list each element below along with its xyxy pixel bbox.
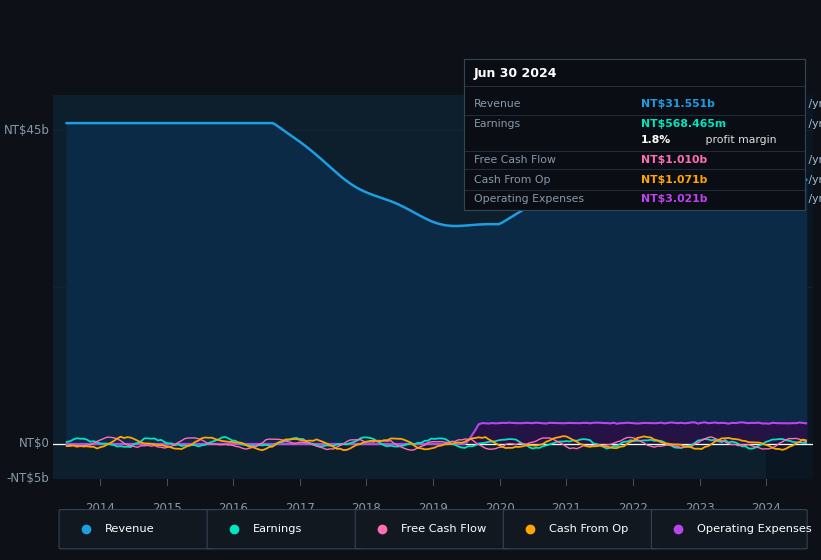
Text: /yr: /yr — [805, 175, 821, 185]
Text: NT$568.465m: NT$568.465m — [641, 119, 726, 129]
Text: profit margin: profit margin — [702, 136, 777, 146]
Text: NT$31.551b: NT$31.551b — [641, 99, 715, 109]
FancyBboxPatch shape — [207, 510, 363, 549]
Text: 2015: 2015 — [152, 502, 181, 515]
Text: NT$45b: NT$45b — [3, 124, 49, 137]
Text: 2016: 2016 — [218, 502, 248, 515]
Text: Revenue: Revenue — [104, 524, 154, 534]
Text: Cash From Op: Cash From Op — [549, 524, 628, 534]
FancyBboxPatch shape — [503, 510, 659, 549]
Text: /yr: /yr — [805, 194, 821, 204]
Text: /yr: /yr — [805, 119, 821, 129]
Text: NT$1.071b: NT$1.071b — [641, 175, 708, 185]
Text: Operating Expenses: Operating Expenses — [474, 194, 584, 204]
Text: 2014: 2014 — [85, 502, 115, 515]
Text: Free Cash Flow: Free Cash Flow — [401, 524, 486, 534]
Text: NT$1.010b: NT$1.010b — [641, 155, 707, 165]
Text: Cash From Op: Cash From Op — [474, 175, 551, 185]
Bar — [766, 95, 813, 479]
Text: 2023: 2023 — [685, 502, 714, 515]
Text: /yr: /yr — [805, 155, 821, 165]
Text: 2024: 2024 — [751, 502, 781, 515]
Text: 2019: 2019 — [418, 502, 448, 515]
Text: 2018: 2018 — [351, 502, 381, 515]
Text: Earnings: Earnings — [253, 524, 302, 534]
Text: 2017: 2017 — [285, 502, 314, 515]
Text: 2022: 2022 — [618, 502, 648, 515]
FancyBboxPatch shape — [355, 510, 511, 549]
Text: 1.8%: 1.8% — [641, 136, 672, 146]
FancyBboxPatch shape — [651, 510, 807, 549]
Text: Revenue: Revenue — [474, 99, 521, 109]
Text: Earnings: Earnings — [474, 119, 521, 129]
Text: Operating Expenses: Operating Expenses — [697, 524, 812, 534]
Text: -NT$5b: -NT$5b — [7, 472, 49, 486]
Text: NT$0: NT$0 — [19, 437, 49, 450]
Text: Jun 30 2024: Jun 30 2024 — [474, 67, 557, 81]
FancyBboxPatch shape — [59, 510, 215, 549]
Text: 2020: 2020 — [485, 502, 515, 515]
Text: 2021: 2021 — [552, 502, 581, 515]
Text: Free Cash Flow: Free Cash Flow — [474, 155, 556, 165]
Text: /yr: /yr — [805, 99, 821, 109]
Text: NT$3.021b: NT$3.021b — [641, 194, 708, 204]
